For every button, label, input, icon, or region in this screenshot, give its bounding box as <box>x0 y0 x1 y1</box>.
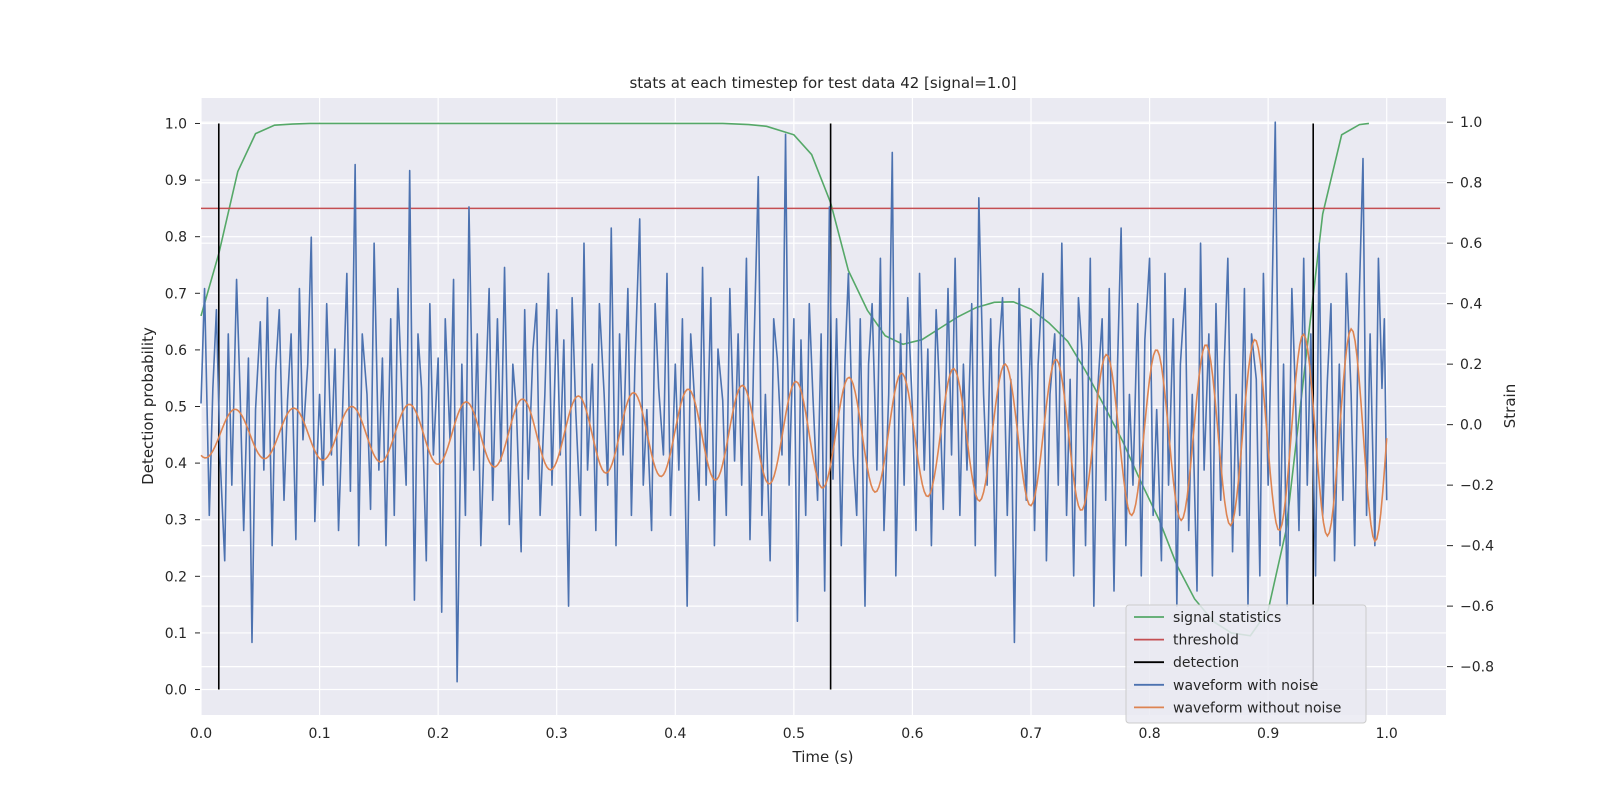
y-tick-label-left: 0.4 <box>165 456 187 472</box>
y-tick-label-right: 0.2 <box>1460 357 1482 373</box>
legend-label: waveform with noise <box>1173 678 1318 694</box>
x-tick-label: 0.6 <box>901 726 923 742</box>
x-tick-label: 0.9 <box>1257 726 1279 742</box>
legend-label: waveform without noise <box>1173 700 1341 716</box>
x-tick-label: 0.4 <box>664 726 686 742</box>
x-tick-label: 0.0 <box>190 726 212 742</box>
plot-area <box>200 121 1441 690</box>
y-tick-label-left: 0.9 <box>165 173 187 189</box>
y-tick-label-left: 0.5 <box>165 400 187 416</box>
x-tick-label: 0.3 <box>546 726 568 742</box>
legend-label: detection <box>1173 655 1239 671</box>
y-tick-label-left: 0.7 <box>165 286 187 302</box>
y-tick-label-right: −0.6 <box>1460 599 1494 615</box>
legend-label: threshold <box>1173 633 1239 649</box>
left-axis: 0.0 0.1 0.2 0.3 0.4 0.5 0.6 0.7 0.8 0.9 1.0 <box>165 116 200 699</box>
y-tick-label-right: 0.8 <box>1460 176 1482 192</box>
y-tick-label-left: 0.3 <box>165 513 187 529</box>
y-tick-label-right: −0.8 <box>1460 660 1494 676</box>
x-tick-label: 0.8 <box>1138 726 1160 742</box>
x-tick-label: 0.2 <box>427 726 449 742</box>
legend: signal statistics threshold detection wavef… <box>1125 604 1367 724</box>
x-tick-label: 0.5 <box>783 726 805 742</box>
x-axis: 0.0 0.1 0.2 0.3 0.4 0.5 0.6 0.7 0.8 0.9 1.0 <box>190 726 1398 742</box>
y-tick-label-left: 0.1 <box>165 626 187 642</box>
y-tick-label-right: 0.0 <box>1460 418 1482 434</box>
y-tick-label-right: 1.0 <box>1460 115 1482 131</box>
chart-title: stats at each timestep for test data 42 … <box>629 74 1016 92</box>
y-tick-label-left: 1.0 <box>165 116 187 132</box>
y-tick-label-right: −0.4 <box>1460 539 1494 555</box>
waveform-with-noise-line <box>200 121 1388 683</box>
y-tick-label-right: 0.6 <box>1460 236 1482 252</box>
x-tick-label: 0.7 <box>1020 726 1042 742</box>
y-tick-label-right: −0.2 <box>1460 478 1494 494</box>
waveform-without-noise-line <box>200 327 1388 543</box>
legend-label: signal statistics <box>1173 610 1281 626</box>
x-tick-label: 1.0 <box>1376 726 1398 742</box>
x-axis-label: Time (s) <box>792 748 854 766</box>
legend-box <box>1125 604 1367 724</box>
y-tick-label-left: 0.6 <box>165 343 187 359</box>
x-tick-label: 0.1 <box>308 726 330 742</box>
y-tick-label-left: 0.8 <box>165 230 187 246</box>
y-tick-label-right: 0.4 <box>1460 297 1482 313</box>
y-tick-label-left: 0.0 <box>165 683 187 699</box>
y-axis-label-right: Strain <box>1501 384 1519 428</box>
right-axis: −0.8 −0.6 −0.4 −0.2 0.0 0.2 0.4 0.6 0.8 1.0 <box>1447 115 1494 676</box>
y-tick-label-left: 0.2 <box>165 569 187 585</box>
y-axis-label-left: Detection probability <box>139 327 157 485</box>
